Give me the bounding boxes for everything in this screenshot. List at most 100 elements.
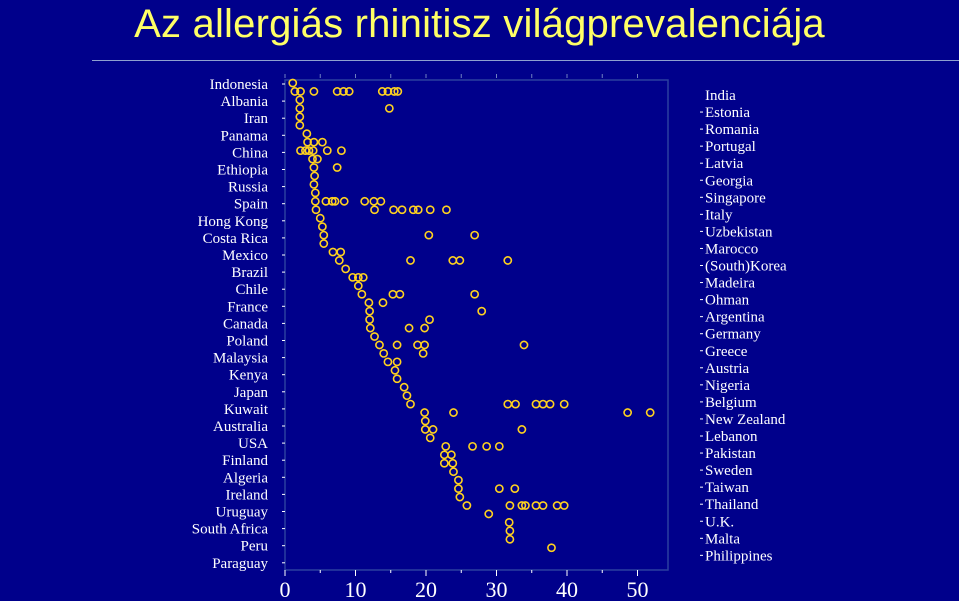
- prevalence-point: [406, 256, 415, 265]
- prevalence-point: [455, 256, 465, 265]
- prevalence-point: [420, 340, 429, 350]
- prevalence-point: [559, 501, 569, 510]
- prevalence-point: [439, 458, 449, 468]
- prevalence-point: [408, 205, 418, 215]
- prevalence-point: [623, 408, 633, 417]
- right-country-label: India: [705, 88, 736, 104]
- prevalence-point: [322, 146, 332, 155]
- left-country-label: Brazil: [231, 265, 268, 281]
- left-country-label: Albania: [221, 94, 269, 110]
- prevalence-point: [302, 129, 312, 139]
- prevalence-point: [327, 196, 337, 206]
- prevalence-point: [468, 441, 477, 451]
- prevalence-point: [482, 441, 492, 451]
- prevalence-point: [462, 501, 472, 510]
- left-country-label: Ethiopia: [217, 163, 268, 179]
- prevalence-point: [393, 87, 403, 96]
- right-country-label: Pakistan: [705, 446, 756, 462]
- prevalence-point: [505, 534, 515, 544]
- right-country-label: Thailand: [705, 497, 759, 513]
- prevalence-point: [332, 87, 342, 96]
- prevalence-point: [392, 357, 402, 367]
- right-country-label: Malta: [705, 531, 740, 547]
- prevalence-point: [341, 264, 351, 274]
- right-country-label: Germany: [705, 327, 761, 343]
- prevalence-point: [383, 87, 393, 96]
- x-tick-label: 40: [556, 577, 578, 601]
- prevalence-point: [477, 306, 487, 316]
- left-country-label: Russia: [228, 180, 268, 196]
- prevalence-point: [413, 205, 423, 215]
- prevalence-point: [420, 416, 430, 426]
- prevalence-point: [505, 501, 515, 510]
- prevalence-point: [384, 103, 394, 113]
- prevalence-point: [517, 425, 527, 434]
- prevalence-point: [545, 399, 555, 409]
- prevalence-point: [370, 205, 379, 215]
- x-tick-label: 20: [415, 577, 437, 601]
- x-tick-label: 30: [486, 577, 508, 601]
- prevalence-point: [309, 163, 319, 172]
- prevalence-point: [334, 256, 344, 265]
- prevalence-point: [392, 374, 402, 384]
- prevalence-point: [428, 425, 438, 434]
- prevalence-point: [402, 391, 412, 401]
- prevalence-point: [547, 543, 556, 553]
- right-country-label: Madeira: [705, 276, 755, 292]
- prevalence-point: [295, 95, 305, 105]
- prevalence-point: [332, 163, 342, 172]
- prevalence-point: [348, 272, 358, 282]
- prevalence-point: [559, 399, 569, 409]
- prevalence-point: [470, 230, 480, 240]
- prevalence-point: [296, 146, 305, 155]
- left-country-label: Costa Rica: [203, 231, 269, 247]
- prevalence-point: [296, 87, 305, 96]
- prevalence-point: [448, 458, 458, 468]
- left-country-label: China: [232, 145, 268, 161]
- prevalence-point: [390, 365, 400, 375]
- prevalence-point: [321, 196, 331, 206]
- prevalence-point: [295, 103, 305, 113]
- left-country-label: Hong Kong: [198, 214, 269, 230]
- prevalence-point: [357, 289, 367, 299]
- prevalence-point: [517, 501, 527, 510]
- prevalence-point: [519, 340, 529, 350]
- prevalence-point: [505, 526, 515, 536]
- left-country-label: France: [227, 299, 268, 315]
- prevalence-point: [389, 87, 399, 96]
- prevalence-point: [531, 501, 541, 510]
- slide-title: Az allergiás rhinitisz világprevalenciáj…: [134, 2, 825, 46]
- prevalence-point: [288, 78, 298, 88]
- prevalence-point: [315, 213, 325, 223]
- prevalence-point: [336, 247, 346, 257]
- prevalence-point: [310, 171, 320, 181]
- prevalence-point: [308, 146, 318, 155]
- right-country-label: Nigeria: [705, 378, 750, 394]
- prevalence-point: [365, 323, 375, 333]
- right-country-label: Lebanon: [705, 429, 758, 445]
- title-rule: [92, 60, 959, 61]
- prevalence-point: [406, 399, 415, 409]
- prevalence-point: [510, 484, 520, 493]
- prevalence-point: [494, 484, 504, 493]
- prevalence-point: [449, 408, 458, 417]
- prevalence-point: [425, 205, 435, 215]
- right-country-label: Italy: [705, 207, 733, 223]
- prevalence-point: [328, 247, 338, 257]
- left-country-label: Poland: [226, 334, 268, 350]
- right-country-label: Taiwan: [705, 480, 749, 496]
- left-country-label: Malaysia: [213, 351, 268, 367]
- right-country-label: Philippines: [705, 548, 773, 564]
- left-country-label: Kuwait: [224, 402, 269, 418]
- prevalence-point: [364, 298, 374, 308]
- prevalence-point: [319, 230, 329, 240]
- prevalence-point: [303, 137, 312, 147]
- prevalence-point: [353, 281, 363, 291]
- prevalence-point: [310, 188, 320, 198]
- prevalence-point: [397, 205, 407, 215]
- left-country-label: Chile: [236, 282, 269, 298]
- right-country-label: New Zealand: [705, 412, 786, 428]
- prevalence-point: [645, 408, 655, 417]
- left-country-label: Peru: [241, 539, 269, 555]
